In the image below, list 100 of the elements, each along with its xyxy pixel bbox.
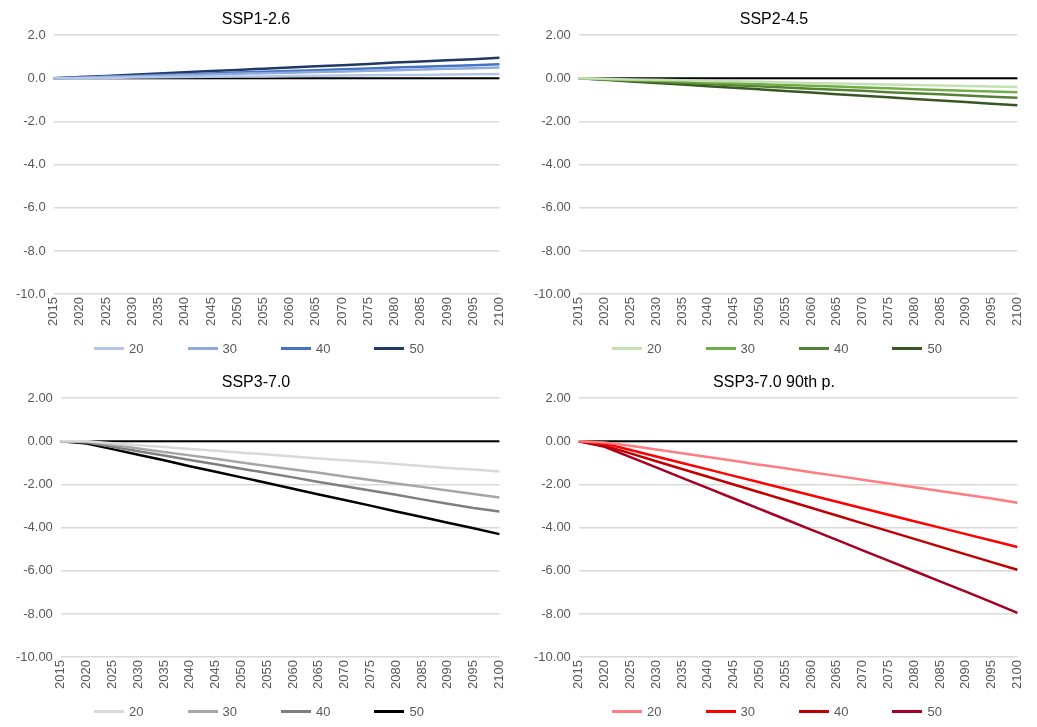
x-tick-label: 2075	[359, 297, 375, 326]
x-tick-label: 2085	[931, 297, 947, 326]
y-tick-label: -10.00	[15, 648, 53, 664]
x-tick-label: 2025	[622, 660, 638, 689]
x-tick-label: 2065	[310, 660, 326, 689]
x-tick-label: 2100	[490, 297, 506, 326]
x-tick-label: 2065	[307, 297, 323, 326]
x-tick-label: 2085	[413, 660, 429, 689]
x-tick-label: 2050	[228, 297, 244, 326]
x-tick-label: 2090	[957, 660, 973, 689]
x-tick-label: 2045	[202, 297, 218, 326]
y-tick-label: -2.00	[541, 113, 571, 129]
x-tick-label: 2015	[45, 297, 61, 326]
x-tick-label: 2095	[464, 297, 480, 326]
y-tick-label: -2.00	[541, 476, 571, 492]
y-tick-label: -4.0	[23, 156, 46, 172]
y-tick-label: -4.00	[23, 519, 53, 535]
x-tick-label: 2030	[647, 297, 663, 326]
x-tick-label: 2040	[176, 297, 192, 326]
x-tick-label: 2025	[622, 297, 638, 326]
x-tick-label: 2055	[776, 297, 792, 326]
x-tick-label: 2090	[439, 660, 455, 689]
x-tick-label: 2030	[647, 660, 663, 689]
legend-label: 20	[647, 703, 662, 719]
x-tick-label: 2100	[490, 660, 506, 689]
x-tick-label: 2070	[333, 297, 349, 326]
legend-label: 50	[927, 340, 942, 356]
x-tick-label: 2055	[776, 660, 792, 689]
y-tick-label: 2.0	[27, 26, 46, 42]
y-tick-label: -4.00	[541, 156, 571, 172]
x-tick-label: 2015	[570, 297, 586, 326]
x-tick-label: 2095	[983, 660, 999, 689]
legend-label: 20	[129, 703, 144, 719]
y-tick-label: 2.00	[27, 389, 53, 405]
x-tick-label: 2035	[155, 660, 171, 689]
legend-label: 40	[316, 340, 331, 356]
y-tick-label: -8.00	[23, 605, 53, 621]
x-tick-label: 2040	[699, 660, 715, 689]
x-tick-label: 2050	[233, 660, 249, 689]
legend-label: 30	[740, 703, 755, 719]
x-tick-label: 2060	[802, 297, 818, 326]
x-tick-label: 2045	[207, 660, 223, 689]
chart-title: SSP1-2.6	[221, 10, 291, 28]
legend-label: 20	[129, 340, 144, 356]
y-tick-label: 0.00	[545, 69, 571, 85]
y-tick-label: -6.0	[23, 199, 46, 215]
x-tick-label: 2020	[78, 660, 94, 689]
legend-label: 40	[834, 340, 849, 356]
x-tick-label: 2085	[412, 297, 428, 326]
legend-label: 40	[316, 703, 331, 719]
x-tick-label: 2095	[983, 297, 999, 326]
x-tick-label: 2040	[699, 297, 715, 326]
x-tick-label: 2060	[281, 297, 297, 326]
x-tick-label: 2080	[905, 297, 921, 326]
x-tick-label: 2060	[284, 660, 300, 689]
legend-label: 30	[222, 340, 237, 356]
x-tick-label: 2085	[931, 660, 947, 689]
y-tick-label: -6.00	[541, 562, 571, 578]
x-tick-label: 2070	[854, 660, 870, 689]
x-tick-label: 2080	[387, 660, 403, 689]
x-tick-label: 2070	[854, 297, 870, 326]
x-tick-label: 2090	[957, 297, 973, 326]
x-tick-label: 2055	[254, 297, 270, 326]
legend-label: 20	[647, 340, 662, 356]
legend-label: 50	[927, 703, 942, 719]
y-tick-label: 2.00	[545, 26, 571, 42]
x-tick-label: 2075	[880, 297, 895, 326]
y-tick-label: 0.00	[545, 432, 571, 448]
y-tick-label: -4.00	[541, 519, 571, 535]
x-tick-label: 2025	[104, 660, 120, 689]
x-tick-label: 2100	[1008, 297, 1024, 326]
x-tick-label: 2035	[673, 297, 689, 326]
y-tick-label: -10.00	[533, 648, 571, 664]
x-tick-label: 2045	[725, 660, 741, 689]
y-tick-label: -8.0	[23, 242, 46, 258]
legend-label: 30	[740, 340, 755, 356]
x-tick-label: 2070	[336, 660, 352, 689]
y-tick-label: -6.00	[541, 199, 571, 215]
x-tick-label: 2065	[828, 297, 844, 326]
x-tick-label: 2040	[181, 660, 197, 689]
x-tick-label: 2045	[725, 297, 741, 326]
x-tick-label: 2020	[596, 297, 612, 326]
x-tick-label: 2025	[97, 297, 113, 326]
x-tick-label: 2100	[1008, 660, 1024, 689]
x-tick-label: 2060	[802, 660, 818, 689]
x-tick-label: 2020	[596, 660, 612, 689]
chart-title: SSP3-7.0	[221, 373, 291, 391]
x-tick-label: 2030	[123, 297, 139, 326]
x-tick-label: 2015	[52, 660, 68, 689]
y-tick-label: -10.00	[533, 285, 571, 301]
x-tick-label: 2035	[673, 660, 689, 689]
x-tick-label: 2015	[570, 660, 586, 689]
y-tick-label: -2.00	[23, 476, 53, 492]
y-tick-label: 2.00	[545, 389, 571, 405]
x-tick-label: 2075	[880, 660, 895, 689]
y-tick-label: -10.0	[15, 285, 46, 301]
x-tick-label: 2090	[438, 297, 454, 326]
y-tick-label: -8.00	[541, 605, 571, 621]
x-tick-label: 2020	[71, 297, 87, 326]
y-tick-label: 0.0	[27, 69, 46, 85]
